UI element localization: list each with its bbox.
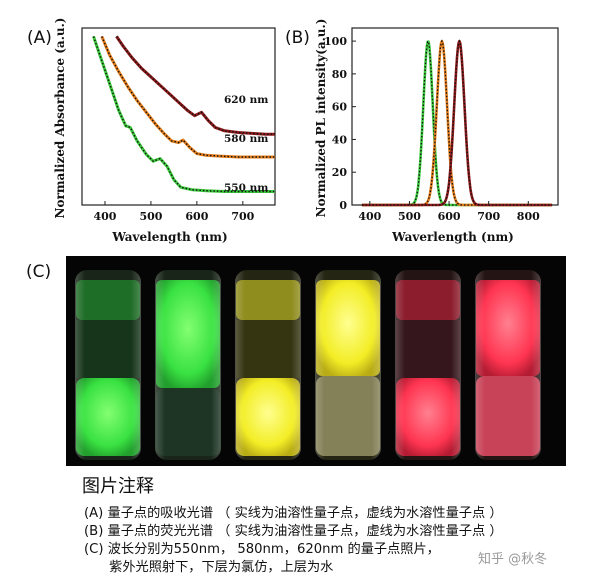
absorbance-y-axis-title: Normalized Absorbance (a.u.)	[53, 18, 67, 219]
curve-label-620nm: 620 nm	[224, 94, 268, 106]
absorbance-plot-frame	[81, 27, 276, 206]
absorbance-x-ticks: 400 500 600 700	[93, 201, 255, 223]
absorbance-x-tick-label: 700	[231, 210, 254, 223]
absorbance-series-1-dotted	[101, 36, 275, 158]
pl-y-tick-label: 80	[332, 68, 348, 81]
absorbance-x-tick-label: 400	[93, 210, 116, 223]
panel-label-c: (C)	[26, 262, 52, 282]
pl-series-2-dotted	[361, 39, 553, 206]
absorbance-x-tick-label: 500	[139, 210, 162, 223]
pl-series-group	[361, 39, 553, 207]
pl-y-tick-label: 0	[339, 199, 347, 212]
pl-x-tick-label: 700	[477, 210, 500, 223]
pl-y-tick-label: 60	[332, 101, 348, 114]
pl-y-tick-label: 20	[332, 166, 348, 179]
absorbance-x-axis-title: Wavelength (nm)	[111, 230, 227, 244]
absorbance-series-group	[92, 35, 275, 193]
pl-y-tick-label: 100	[324, 35, 347, 48]
absorbance-chart: 400 500 600 700 Wavelength (nm) Normalized …	[53, 18, 276, 244]
vial-red-2	[475, 270, 541, 460]
vial-red-1	[395, 270, 461, 460]
vial-green-1	[75, 270, 141, 460]
caption-line-a: (A) 量子点的吸收光谱 （ 实线为油溶性量子点，虚线为水溶性量子点 ）	[84, 506, 503, 521]
absorbance-series-0-solid	[115, 35, 275, 136]
absorbance-series-0-dotted	[115, 36, 275, 135]
panel-label-b: (B)	[285, 28, 310, 48]
panel-label-a: (A)	[27, 28, 52, 48]
vial-yellow-2	[315, 270, 381, 460]
absorbance-series-2-dotted	[92, 36, 275, 193]
absorbance-x-tick-label: 600	[185, 210, 208, 223]
pl-x-axis-title: Waverlength (nm)	[391, 230, 514, 244]
pl-x-tick-label: 600	[438, 210, 461, 223]
vial-yellow-1	[235, 270, 301, 460]
pl-y-tick-label: 40	[332, 133, 348, 146]
absorbance-series-2-solid	[92, 35, 275, 193]
caption-line-c: (C) 波长分别为550nm， 580nm，620nm 的量子点照片，	[84, 542, 440, 557]
absorbance-axes-box	[81, 27, 276, 206]
pl-plot-frame	[351, 27, 559, 206]
pl-y-axis-title: Normalized PL intensity(a.u.)	[314, 19, 328, 218]
quantum-dot-vials-photo	[66, 256, 566, 466]
watermark: 知乎 @秋冬	[478, 552, 548, 567]
pl-x-tick-label: 500	[398, 210, 421, 223]
pl-axes-box	[351, 27, 559, 206]
curve-label-580nm: 580 nm	[224, 133, 268, 145]
vial-green-2	[155, 270, 221, 460]
caption-line-c2: 紫外光照射下，下层为氯仿，上层为水	[84, 560, 334, 575]
pl-chart: 400 500 600 700 800 0 20 40 60 80 100 Waverlength …	[314, 19, 559, 244]
pl-x-tick-label: 800	[517, 210, 540, 223]
caption-line-b: (B) 量子点的荧光光谱 （ 实线为油溶性量子点，虚线为水溶性量子点 ）	[84, 524, 503, 539]
caption-title: 图片注释	[82, 476, 154, 497]
pl-x-tick-label: 400	[358, 210, 381, 223]
pl-axis-ticks: 400 500 600 700 800 0 20 40 60 80 100	[324, 35, 540, 223]
curve-label-550nm: 550 nm	[224, 182, 268, 194]
